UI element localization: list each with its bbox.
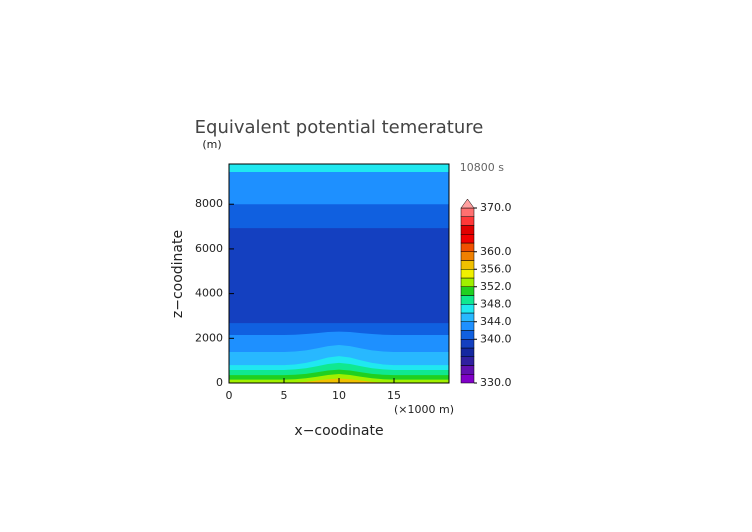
colorbar-segment (460, 234, 475, 244)
colorbar-segment (460, 304, 475, 314)
colorbar-segment (460, 365, 475, 375)
colorbar-segment (460, 207, 475, 217)
y-unit: (m) (202, 138, 221, 151)
y-axis-label: z−coodinate (170, 230, 186, 318)
colorbar-segment (460, 269, 475, 279)
colorbar-tick-label: 360.0 (480, 245, 512, 258)
axes: 0 5 10 15 0 2000 4000 6000 8000 370.0 360.0 356.0 35… (195, 163, 512, 402)
colorbar-tick-label: 356.0 (480, 262, 512, 275)
colorbar-segment (460, 286, 475, 296)
colorbar-segment (460, 251, 475, 261)
colorbar-segment (460, 225, 475, 235)
colorbar-segment (460, 242, 475, 252)
y-tick-label: 0 (216, 376, 223, 389)
colorbar-tick-label: 348.0 (480, 297, 512, 310)
chart-title: Equivalent potential temerature (195, 117, 484, 138)
x-tick-label: 0 (226, 389, 233, 402)
x-tick-label: 15 (387, 389, 401, 402)
colorbar-segment (460, 312, 475, 322)
colorbar-tick-label: 370.0 (480, 201, 512, 214)
colorbar-segment (460, 347, 475, 357)
colorbar-segment (460, 356, 475, 366)
x-tick-label: 10 (332, 389, 346, 402)
colorbar-tick-label: 330.0 (480, 376, 512, 389)
colorbar-segment (460, 330, 475, 340)
colorbar-tick-label: 352.0 (480, 280, 512, 293)
colorbar-tick-label: 344.0 (480, 315, 512, 328)
colorbar-segment (460, 374, 475, 384)
contour-field (229, 164, 449, 383)
x-axis-label: x−coodinate (294, 423, 383, 439)
colorbar-segment (460, 260, 475, 270)
x-tick-label: 5 (281, 389, 288, 402)
colorbar-segment (460, 321, 475, 331)
y-tick-label: 2000 (195, 331, 223, 344)
time-label: 10800 s (460, 161, 504, 174)
x-unit: (×1000 m) (394, 403, 454, 416)
colorbar-segment (460, 295, 475, 305)
colorbar-extend (460, 198, 475, 209)
colorbar-segment (460, 216, 475, 226)
colorbar-segment (460, 277, 475, 287)
y-tick-label: 8000 (195, 197, 223, 210)
colorbar-segment (460, 339, 475, 349)
y-tick-label: 4000 (195, 287, 223, 300)
colorbar-tick-label: 340.0 (480, 332, 512, 345)
y-tick-label: 6000 (195, 242, 223, 255)
